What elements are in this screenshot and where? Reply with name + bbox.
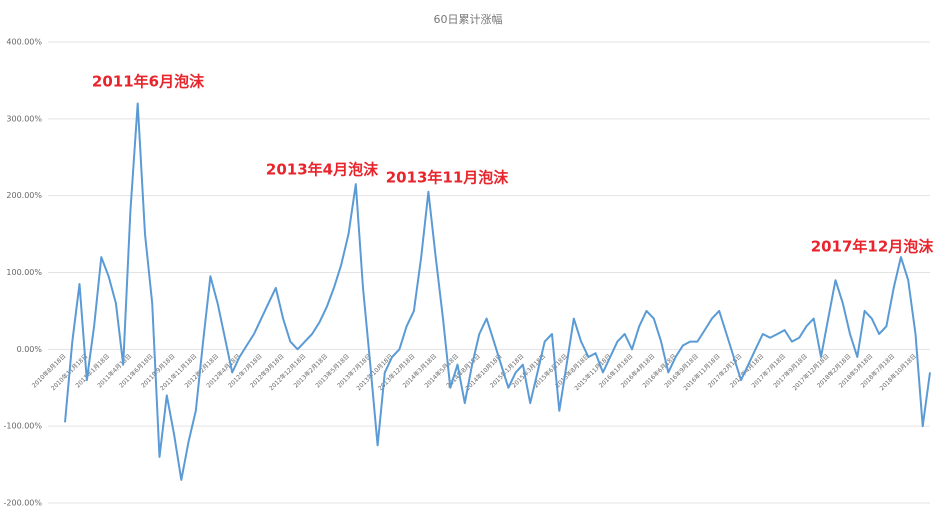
x-tick-label: 2013年12月18日: [376, 352, 416, 392]
y-tick-label: -100.00%: [4, 422, 43, 431]
x-tick-label: 2014年10月18日: [464, 352, 504, 392]
annotation: 2013年4月泡沫: [266, 161, 379, 179]
y-tick-label: 0.00%: [17, 345, 43, 354]
x-tick-label: 2012年12月18日: [267, 352, 307, 392]
y-tick-label: 300.00%: [6, 114, 42, 123]
x-tick-label: 2018年10月18日: [878, 352, 918, 392]
chart-title: 60日累计涨幅: [434, 13, 503, 26]
annotation: 2011年6月泡沫: [92, 73, 205, 91]
x-tick-label: 2013年10月18日: [355, 352, 395, 392]
y-tick-label: 400.00%: [6, 38, 42, 47]
y-tick-label: 100.00%: [6, 268, 42, 277]
y-tick-label: -200.00%: [4, 499, 43, 508]
x-tick-label: 2016年11月18日: [682, 352, 722, 392]
annotation: 2013年11月泡沫: [386, 169, 510, 187]
x-tick-label: 2011年11月18日: [158, 352, 198, 392]
annotation: 2017年12月泡沫: [811, 238, 935, 256]
x-tick-label: 2015年11月18日: [573, 352, 613, 392]
x-tick-label: 2017年12月18日: [791, 352, 831, 392]
data-line: [64, 102, 931, 481]
y-tick-label: 200.00%: [6, 191, 42, 200]
